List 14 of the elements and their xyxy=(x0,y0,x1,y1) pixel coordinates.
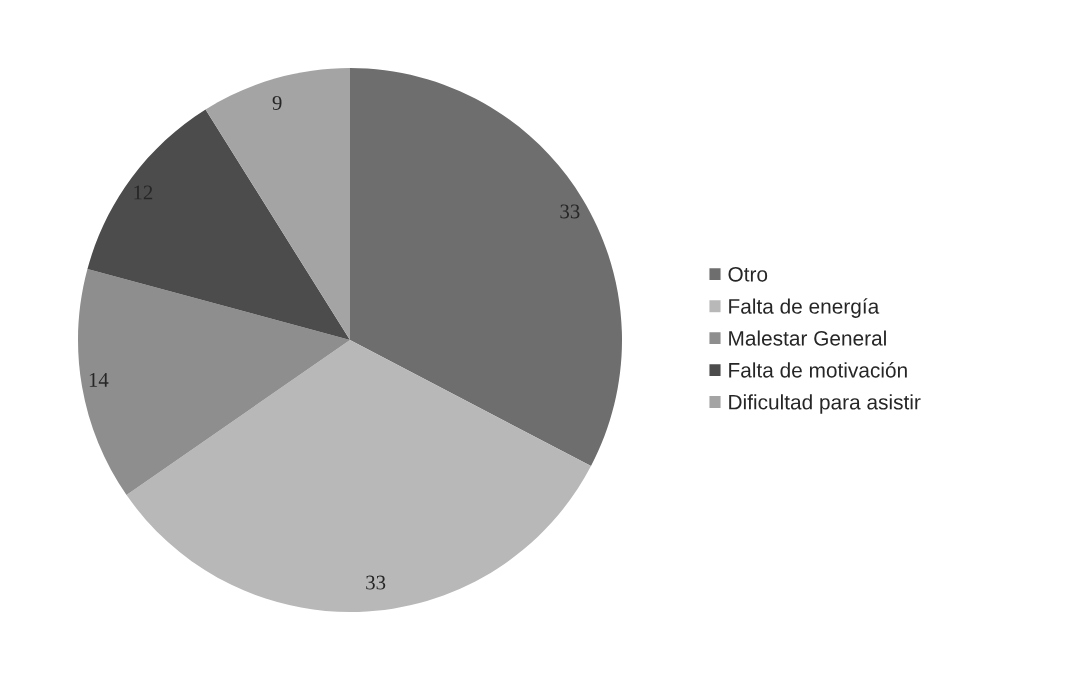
legend-label: Malestar General xyxy=(729,330,886,346)
pie-slice xyxy=(205,68,350,340)
pie-slice xyxy=(78,268,350,496)
legend-label: Dificultad para asistir xyxy=(729,394,921,414)
data-label: 14 xyxy=(89,372,109,387)
pie-slice xyxy=(350,68,622,467)
data-label: 33 xyxy=(560,204,580,219)
legend-label: Otro xyxy=(728,266,768,282)
pie-slice xyxy=(126,340,591,612)
data-label: 33 xyxy=(366,575,386,590)
legend-label: Falta de energía xyxy=(729,298,880,318)
pie-slice xyxy=(87,109,350,340)
data-label: 9 xyxy=(272,95,282,110)
legend-label: Falta de motivación xyxy=(729,362,907,378)
